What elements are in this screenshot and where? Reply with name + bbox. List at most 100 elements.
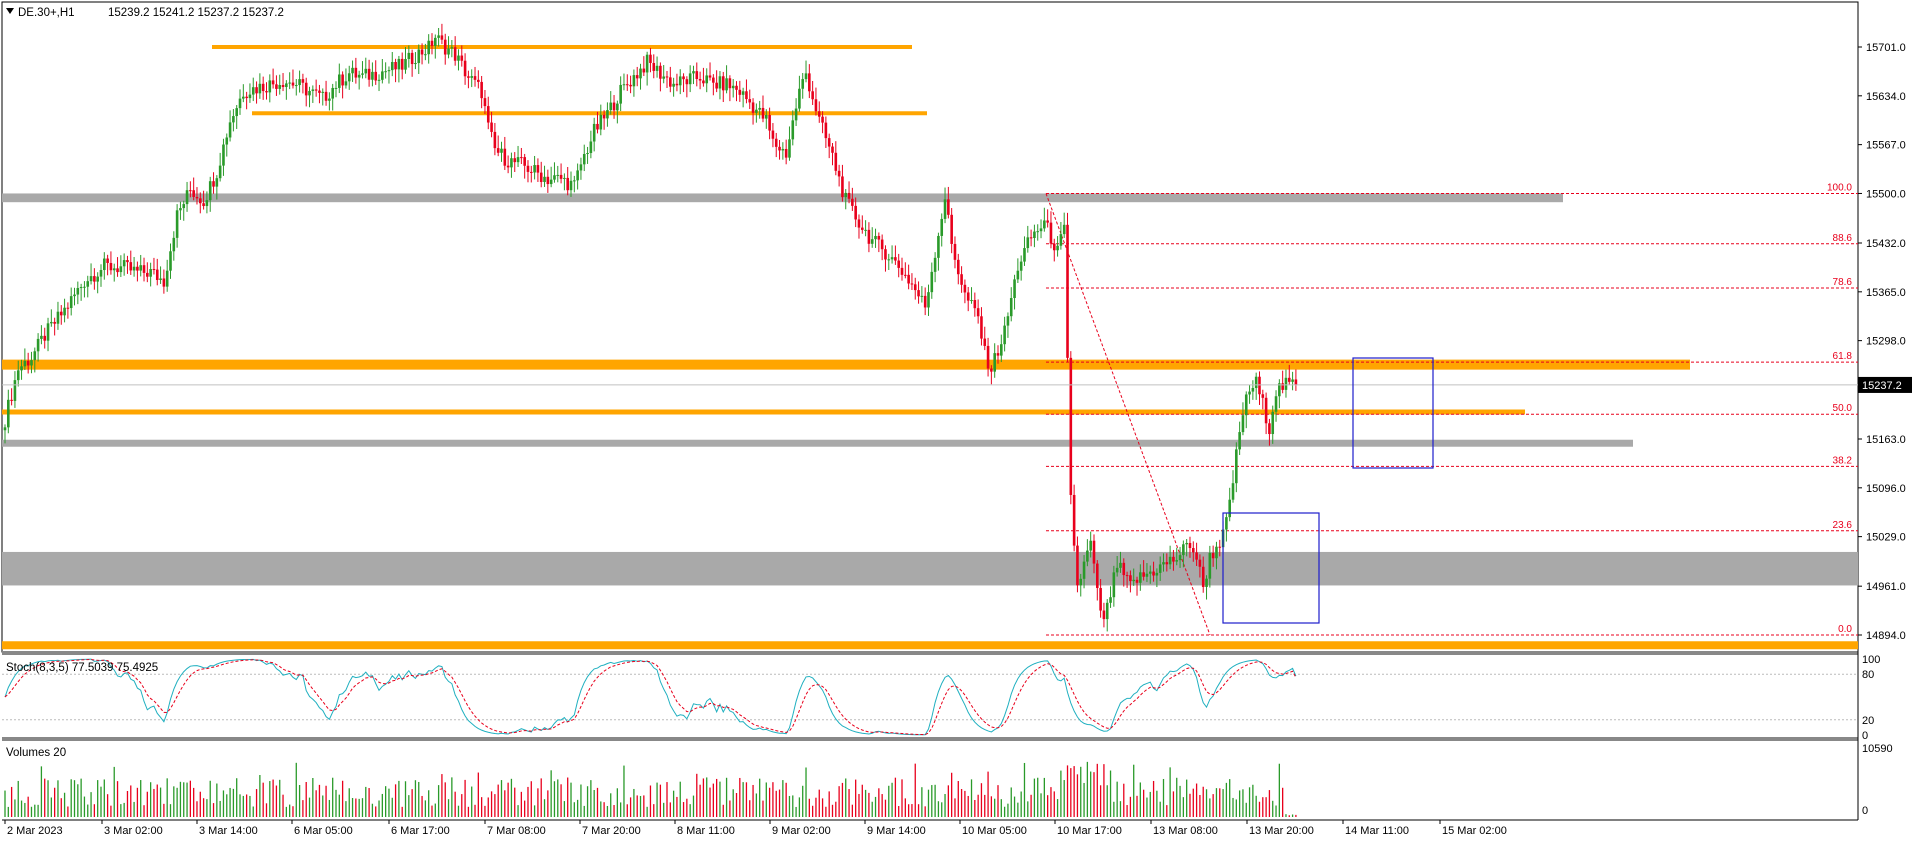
candle-body[interactable] <box>400 58 404 70</box>
fib-trendline[interactable] <box>1045 193 1211 636</box>
candle-body[interactable] <box>1082 561 1086 579</box>
candle-body[interactable] <box>26 360 30 366</box>
candle-body[interactable] <box>301 79 305 83</box>
candle-body[interactable] <box>119 266 123 273</box>
candle-body[interactable] <box>576 170 579 181</box>
candle-body[interactable] <box>142 265 146 273</box>
candle-body[interactable] <box>251 87 255 95</box>
candle-body[interactable] <box>788 139 791 158</box>
candle-body[interactable] <box>13 380 17 401</box>
candle-body[interactable] <box>89 276 93 282</box>
candle-body[interactable] <box>669 77 672 87</box>
candle-body[interactable] <box>1195 552 1198 560</box>
candle-body[interactable] <box>447 48 450 55</box>
candle-body[interactable] <box>357 74 361 78</box>
candle-body[interactable] <box>602 114 606 119</box>
candle-body[interactable] <box>1281 383 1284 390</box>
candle-body[interactable] <box>556 174 560 176</box>
candle-body[interactable] <box>278 84 282 89</box>
candle-body[interactable] <box>870 239 874 244</box>
candle-body[interactable] <box>1182 544 1185 556</box>
candle-body[interactable] <box>589 141 593 154</box>
candle-body[interactable] <box>559 174 563 179</box>
candle-body[interactable] <box>913 284 917 291</box>
candle-body[interactable] <box>1129 575 1132 582</box>
candle-body[interactable] <box>857 219 861 228</box>
candle-body[interactable] <box>765 115 768 119</box>
candle-body[interactable] <box>195 196 199 199</box>
candle-body[interactable] <box>867 229 871 244</box>
candle-body[interactable] <box>894 257 897 261</box>
candle-body[interactable] <box>281 84 285 88</box>
candle-body[interactable] <box>937 235 940 258</box>
candle-body[interactable] <box>1069 357 1073 495</box>
candle-body[interactable] <box>1135 579 1139 583</box>
candle-body[interactable] <box>364 68 368 74</box>
candle-body[interactable] <box>652 62 656 71</box>
candle-body[interactable] <box>768 115 771 131</box>
candle-body[interactable] <box>980 316 983 339</box>
candle-body[interactable] <box>116 268 119 273</box>
candle-body[interactable] <box>344 81 348 86</box>
candle-body[interactable] <box>308 90 311 96</box>
candle-body[interactable] <box>582 153 586 165</box>
candle-body[interactable] <box>1148 571 1152 574</box>
candle-body[interactable] <box>198 198 202 204</box>
candle-body[interactable] <box>43 335 47 341</box>
candle-body[interactable] <box>218 165 222 179</box>
candle-body[interactable] <box>371 71 374 80</box>
candle-body[interactable] <box>516 157 520 163</box>
candle-body[interactable] <box>480 81 483 99</box>
candle-body[interactable] <box>83 286 86 288</box>
candle-body[interactable] <box>1119 562 1122 568</box>
candle-body[interactable] <box>645 54 649 73</box>
candle-body[interactable] <box>149 269 152 277</box>
candle-body[interactable] <box>1271 411 1275 435</box>
candle-body[interactable] <box>529 171 533 173</box>
candle-body[interactable] <box>1175 560 1179 562</box>
candle-body[interactable] <box>715 82 718 89</box>
candle-body[interactable] <box>1105 602 1109 620</box>
candle-body[interactable] <box>1251 387 1255 392</box>
candle-body[interactable] <box>1125 575 1129 577</box>
candle-body[interactable] <box>1145 573 1149 577</box>
candle-body[interactable] <box>917 290 920 297</box>
candle-body[interactable] <box>1046 220 1049 223</box>
candle-body[interactable] <box>397 58 401 70</box>
stoch-main-line[interactable] <box>4 658 1297 736</box>
candle-body[interactable] <box>1168 556 1172 565</box>
candle-body[interactable] <box>331 87 334 99</box>
candle-body[interactable] <box>960 274 963 285</box>
candle-body[interactable] <box>228 122 232 138</box>
candle-body[interactable] <box>940 218 944 236</box>
candle-body[interactable] <box>731 85 735 89</box>
candle-body[interactable] <box>993 353 996 372</box>
candle-body[interactable] <box>155 269 159 280</box>
candle-body[interactable] <box>232 116 235 123</box>
candle-body[interactable] <box>1072 494 1076 546</box>
candle-body[interactable] <box>473 76 477 80</box>
candle-body[interactable] <box>1172 556 1175 562</box>
candle-body[interactable] <box>543 176 546 183</box>
candle-body[interactable] <box>1198 559 1202 567</box>
candle-body[interactable] <box>688 73 692 85</box>
candle-body[interactable] <box>503 148 507 166</box>
candle-body[interactable] <box>616 103 619 111</box>
candle-body[interactable] <box>966 292 970 301</box>
candle-body[interactable] <box>973 300 977 309</box>
candle-body[interactable] <box>798 88 801 109</box>
candle-body[interactable] <box>367 68 371 80</box>
candle-body[interactable] <box>887 259 891 261</box>
candle-body[interactable] <box>983 338 987 346</box>
candle-body[interactable] <box>748 99 752 103</box>
candle-body[interactable] <box>248 94 252 99</box>
candle-body[interactable] <box>109 262 113 271</box>
candle-body[interactable] <box>235 108 238 117</box>
candle-body[interactable] <box>351 67 354 74</box>
candle-body[interactable] <box>1013 279 1016 299</box>
candle-body[interactable] <box>546 176 550 185</box>
candle-body[interactable] <box>126 260 129 263</box>
candle-body[interactable] <box>741 91 745 95</box>
candle-body[interactable] <box>261 83 265 92</box>
